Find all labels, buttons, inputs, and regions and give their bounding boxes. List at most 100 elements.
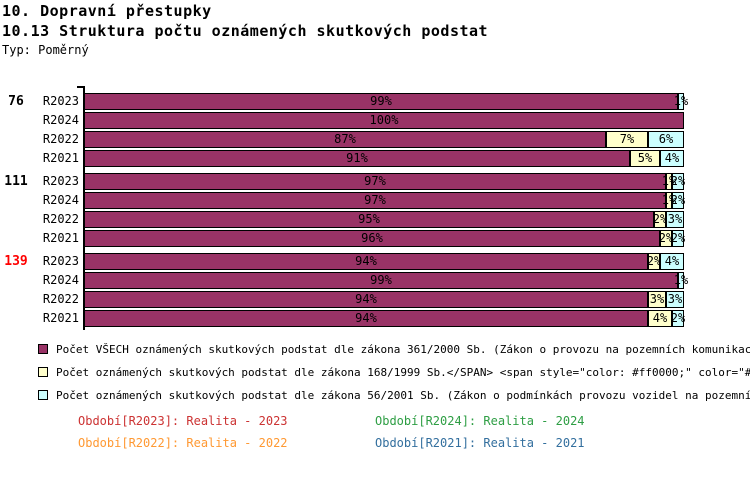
bar-segment: 2% xyxy=(670,310,686,327)
bar-segment: 1% xyxy=(674,93,688,110)
stacked-bar: 97% 1% 2% xyxy=(84,173,686,190)
period-legend-item: Období[R2021]: Realita - 2021 xyxy=(375,436,585,450)
stacked-bar: 87% 7% 6% xyxy=(84,131,684,148)
bar-segment: 94% xyxy=(84,253,648,270)
stacked-bar: 97% 1% 2% xyxy=(84,192,686,209)
period-row-label: R2023 xyxy=(42,94,79,108)
period-row-label: R2021 xyxy=(42,151,79,165)
bar-segment-value: 3% xyxy=(649,292,665,306)
bar-segment: 4% xyxy=(648,310,672,327)
bar-segment-value: 2% xyxy=(670,193,686,207)
bar-segment-value: 2% xyxy=(652,212,668,226)
bar-segment: 94% xyxy=(84,310,648,327)
bar-segment-value: 2% xyxy=(658,231,674,245)
bar-segment-value: 1% xyxy=(661,193,677,207)
bar-segment: 87% xyxy=(84,131,606,148)
bar-segment-value: 6% xyxy=(658,132,674,146)
bar-segment-value: 4% xyxy=(652,311,668,325)
stacked-bar: 94% 3% 3% xyxy=(84,291,684,308)
bar-segment-value: 94% xyxy=(355,254,377,268)
bar-segment-value: 5% xyxy=(637,151,653,165)
bar-segment-value: 3% xyxy=(667,212,683,226)
bar-segment: 2% xyxy=(658,230,674,247)
stacked-bar: 94% 4% 2% xyxy=(84,310,686,327)
bar-segment-value: 4% xyxy=(664,254,680,268)
stacked-bar: 99% 1% xyxy=(84,93,688,110)
period-legend-item: Období[R2024]: Realita - 2024 xyxy=(375,414,585,428)
period-row-label: R2021 xyxy=(42,311,79,325)
bar-segment: 2% xyxy=(670,173,686,190)
bar-segment: 4% xyxy=(660,150,684,167)
bar-segment-value: 1% xyxy=(673,273,689,287)
bar-segment-value: 95% xyxy=(358,212,380,226)
bar-segment: 2% xyxy=(652,211,668,228)
stacked-bar-chart: 76 R2023 99% 1% R2024 100% R2022 87% 7% 6% R2021 91… xyxy=(4,86,688,330)
period-row-label: R2024 xyxy=(42,193,79,207)
period-row-label: R2024 xyxy=(42,113,79,127)
legend-swatch-icon xyxy=(38,344,48,354)
bar-segment-value: 94% xyxy=(355,292,377,306)
bar-segment: 1% xyxy=(662,173,676,190)
bar-segment-value: 99% xyxy=(370,94,392,108)
period-row-label: R2021 xyxy=(42,231,79,245)
series-legend-item: Počet oznámených skutkových podstat dle … xyxy=(38,388,750,402)
bar-segment: 3% xyxy=(666,291,684,308)
period-row-label: R2022 xyxy=(42,292,79,306)
series-legend-label: Počet oznámených skutkových podstat dle … xyxy=(56,388,750,402)
stacked-bar: 100% xyxy=(84,112,684,129)
bar-segment-value: 2% xyxy=(670,174,686,188)
period-row-label: R2022 xyxy=(42,212,79,226)
bar-segment-value: 97% xyxy=(364,193,386,207)
period-row-label: R2022 xyxy=(42,132,79,146)
bar-segment: 97% xyxy=(84,173,666,190)
bar-segment-value: 2% xyxy=(670,231,686,245)
bar-segment: 96% xyxy=(84,230,660,247)
page-subtitle: 10.13 Struktura počtu oznámených skutkov… xyxy=(2,22,489,40)
bar-segment-value: 96% xyxy=(361,231,383,245)
bar-segment-value: 91% xyxy=(346,151,368,165)
bar-segment: 2% xyxy=(670,192,686,209)
bar-segment: 2% xyxy=(670,230,686,247)
legend-swatch-icon xyxy=(38,367,48,377)
bar-segment: 99% xyxy=(84,93,678,110)
bar-segment: 97% xyxy=(84,192,666,209)
y-axis-tick xyxy=(77,86,85,88)
stacked-bar: 91% 5% 4% xyxy=(84,150,684,167)
period-legend-item: Období[R2023]: Realita - 2023 xyxy=(78,414,288,428)
bar-segment: 94% xyxy=(84,291,648,308)
bar-segment: 2% xyxy=(646,253,662,270)
group-label-139: 139 xyxy=(4,254,28,269)
period-row-label: R2024 xyxy=(42,273,79,287)
bar-segment: 3% xyxy=(648,291,666,308)
bar-segment: 100% xyxy=(84,112,684,129)
bar-segment: 1% xyxy=(674,272,688,289)
bar-segment: 6% xyxy=(648,131,684,148)
bar-segment: 7% xyxy=(606,131,648,148)
bar-segment-value: 97% xyxy=(364,174,386,188)
stacked-bar: 94% 2% 4% xyxy=(84,253,684,270)
bar-segment-value: 2% xyxy=(646,254,662,268)
bar-segment: 99% xyxy=(84,272,678,289)
period-legend-item: Období[R2022]: Realita - 2022 xyxy=(78,436,288,450)
bar-segment: 4% xyxy=(660,253,684,270)
series-legend-item: Počet oznámených skutkových podstat dle … xyxy=(38,366,750,379)
bar-segment-value: 1% xyxy=(673,94,689,108)
legend-swatch-icon xyxy=(38,390,48,400)
stacked-bar: 99% 1% xyxy=(84,272,688,289)
bar-segment: 1% xyxy=(662,192,676,209)
bar-segment-value: 7% xyxy=(619,132,635,146)
series-legend-item: Počet VŠECH oznámených skutkových podsta… xyxy=(38,342,750,356)
group-label-111: 111 xyxy=(4,174,28,189)
period-row-label: R2023 xyxy=(42,254,79,268)
chart-type-label: Typ: Poměrný xyxy=(2,43,89,57)
bar-segment: 3% xyxy=(666,211,684,228)
series-legend-label: Počet VŠECH oznámených skutkových podsta… xyxy=(56,342,750,356)
period-row-label: R2023 xyxy=(42,174,79,188)
bar-segment-value: 1% xyxy=(661,174,677,188)
bar-segment-value: 2% xyxy=(670,311,686,325)
bar-segment: 95% xyxy=(84,211,654,228)
stacked-bar: 96% 2% 2% xyxy=(84,230,686,247)
stacked-bar: 95% 2% 3% xyxy=(84,211,684,228)
group-label-76: 76 xyxy=(8,94,24,109)
